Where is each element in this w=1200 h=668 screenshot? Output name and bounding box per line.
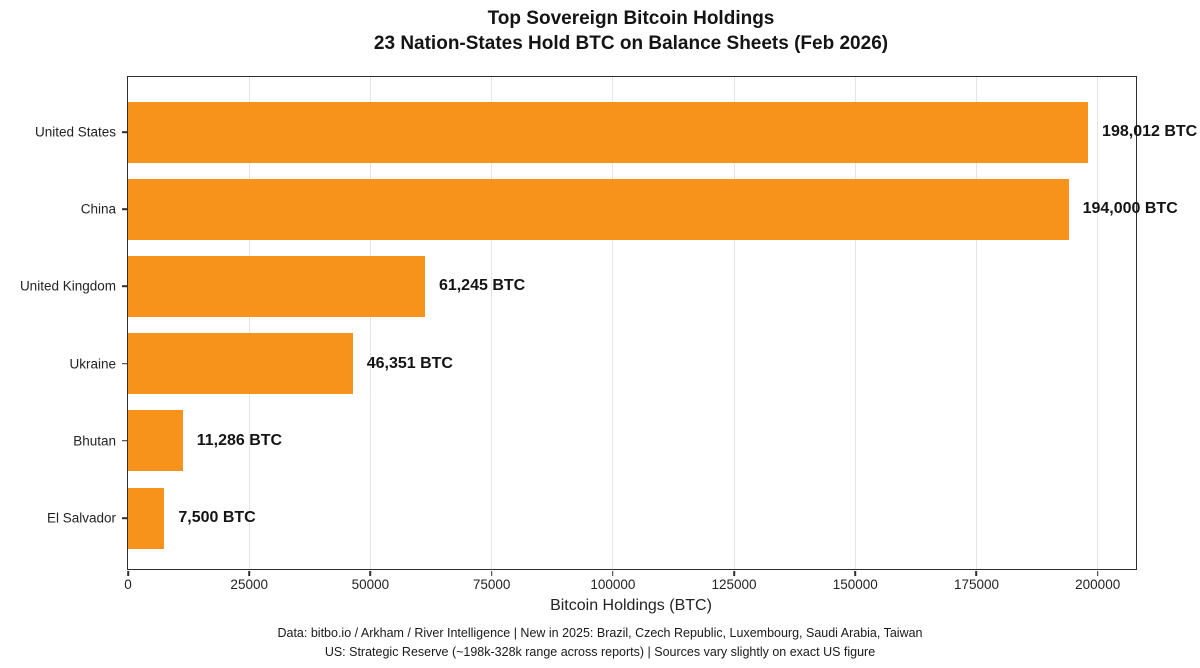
footer-note: Data: bitbo.io / Arkham / River Intellig… — [0, 624, 1200, 662]
y-tick-mark — [122, 208, 128, 210]
category-label: El Salvador — [46, 510, 116, 526]
x-tick-mark — [369, 570, 372, 576]
y-tick-mark — [122, 285, 128, 288]
bar-value-label: 11,286 BTC — [196, 431, 283, 449]
gridline — [854, 77, 856, 569]
x-tick-mark — [612, 570, 614, 576]
category-label: Ukraine — [69, 356, 116, 372]
x-tick-label: 175000 — [953, 577, 1000, 592]
category-label: China — [80, 201, 116, 217]
bar-united-states — [128, 101, 1089, 163]
x-tick-mark — [854, 570, 857, 576]
bar-value-label: 7,500 BTC — [178, 509, 256, 526]
bar-value-label: 198,012 BTC — [1102, 123, 1198, 140]
bar-el-salvador — [128, 487, 165, 549]
x-tick-mark — [975, 570, 978, 576]
x-tick-mark — [733, 570, 735, 576]
y-tick-mark — [122, 362, 128, 365]
category-label: United Kingdom — [19, 278, 116, 294]
bar-china — [128, 178, 1069, 240]
x-tick-mark — [1096, 570, 1099, 576]
x-axis-title: Bitcoin Holdings (BTC) — [550, 597, 712, 614]
y-tick-mark — [122, 440, 128, 442]
x-tick-label: 50000 — [351, 577, 390, 592]
x-tick-mark — [248, 570, 250, 576]
x-tick-mark — [127, 570, 129, 576]
x-tick-label: 75000 — [472, 577, 511, 592]
plot-area: 198,012 BTC 194,000 BTC 61,245 BTC 46,351 B… — [20, 76, 1197, 592]
category-label: Bhutan — [73, 433, 116, 449]
bar-bhutan — [128, 410, 183, 472]
gridline — [248, 77, 250, 569]
gridline — [733, 77, 735, 569]
bar-value-label: 61,245 BTC — [438, 277, 526, 295]
bar-ukraine — [128, 333, 353, 395]
x-tick-label: 0 — [124, 577, 132, 592]
footer-line1: Data: bitbo.io / Arkham / River Intellig… — [277, 626, 923, 640]
x-tick-label: 200000 — [1075, 577, 1121, 592]
chart-title: Top Sovereign Bitcoin Holdings 23 Nation… — [127, 6, 1135, 56]
y-tick-mark — [122, 131, 128, 133]
bar-value-label: 194,000 BTC — [1082, 200, 1178, 218]
chart-title-line2: 23 Nation-States Hold BTC on Balance She… — [373, 33, 889, 54]
x-tick-label: 150000 — [832, 577, 878, 592]
bar-value-label: 46,351 BTC — [366, 354, 453, 372]
x-tick-label: 125000 — [711, 577, 757, 592]
x-tick-label: 100000 — [590, 577, 636, 592]
gridline — [491, 77, 493, 569]
x-tick-label: 25000 — [230, 577, 268, 592]
gridline — [612, 77, 614, 569]
x-tick-mark — [490, 570, 493, 576]
gridline — [369, 77, 371, 569]
category-label: United States — [34, 124, 116, 140]
footer-line2: US: Strategic Reserve (~198k-328k range … — [324, 645, 876, 659]
chart-title-line1: Top Sovereign Bitcoin Holdings — [487, 8, 775, 29]
bar-united-kingdom — [128, 255, 425, 317]
y-tick-mark — [122, 517, 128, 519]
gridline — [1097, 77, 1099, 569]
gridline — [975, 77, 977, 569]
